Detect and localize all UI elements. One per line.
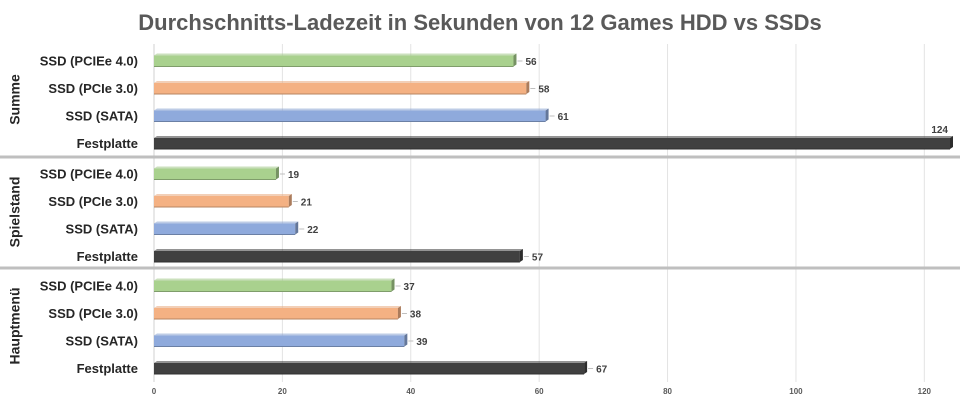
category-label: SSD (PCIEe 4.0)	[40, 279, 138, 294]
bar	[154, 83, 527, 94]
data-label: 58	[538, 85, 550, 96]
group-separators	[0, 155, 960, 270]
chart-title: Durchschnitts-Ladezeit in Sekunden von 1…	[138, 10, 821, 35]
bar-top-face	[154, 53, 517, 56]
category-label: Festplatte	[77, 136, 138, 151]
bar	[154, 110, 546, 122]
bar-end-face	[513, 53, 517, 67]
bar-end-face	[275, 166, 279, 180]
bar	[154, 251, 520, 262]
bar-top-face	[154, 81, 530, 83]
x-tick-label: 40	[406, 387, 415, 396]
bar-top-face	[154, 136, 953, 138]
data-label: 38	[410, 310, 422, 321]
data-label: 67	[596, 365, 608, 376]
bar	[154, 196, 289, 207]
bar	[154, 168, 276, 180]
bars	[154, 53, 953, 375]
bar-top-face	[154, 108, 549, 111]
bar-top-face	[154, 166, 279, 169]
x-axis-ticks: 0 20 40 60 80 100 120	[152, 387, 932, 396]
data-label: 21	[301, 198, 313, 209]
x-tick-label: 60	[535, 387, 544, 396]
category-label: Festplatte	[77, 361, 138, 376]
category-label: SSD (PCIEe 4.0)	[40, 167, 138, 182]
x-tick-label: 80	[663, 387, 672, 396]
data-label: 124	[931, 125, 948, 136]
data-label: 39	[416, 337, 428, 348]
x-tick-label: 20	[278, 387, 287, 396]
bar-top-face	[154, 194, 292, 196]
x-tick-label: 100	[789, 387, 803, 396]
data-label: 56	[525, 57, 537, 68]
x-tick-label: 0	[152, 387, 157, 396]
bar-end-face	[526, 81, 530, 94]
bar	[154, 138, 950, 149]
bar-end-face	[584, 361, 588, 374]
bar-top-face	[154, 278, 395, 281]
bar-end-face	[519, 249, 523, 262]
category-label: SSD (PCIe 3.0)	[48, 306, 138, 321]
bar-end-face	[295, 221, 299, 235]
bar-end-face	[950, 136, 953, 149]
bar-end-face	[545, 108, 549, 122]
bar-top-face	[154, 221, 299, 224]
data-label: 37	[404, 282, 416, 293]
category-label: SSD (PCIEe 4.0)	[40, 54, 138, 69]
bar-end-face	[397, 306, 401, 319]
category-labels: Summe SSD (PCIEe 4.0) 56 SSD (PCIe 3.0) 58 SS…	[7, 54, 949, 377]
gridlines	[153, 44, 925, 382]
bar	[154, 280, 392, 292]
data-label: 22	[307, 225, 319, 236]
data-label: 19	[288, 170, 300, 181]
group-label: Spielstand	[7, 177, 23, 248]
bar-end-face	[391, 278, 395, 292]
bar-top-face	[154, 306, 401, 308]
bar	[154, 55, 514, 67]
bar	[154, 363, 585, 374]
bar-top-face	[154, 333, 408, 336]
category-label: SSD (SATA)	[66, 222, 138, 237]
bar-end-face	[288, 194, 292, 207]
bar-top-face	[154, 361, 588, 363]
group-label: Summe	[7, 74, 23, 125]
bar-top-face	[154, 249, 523, 251]
bar	[154, 308, 398, 319]
bar	[154, 223, 296, 235]
category-label: Festplatte	[77, 249, 138, 264]
group-label: Hauptmenü	[7, 288, 23, 365]
category-label: SSD (PCIe 3.0)	[48, 81, 138, 96]
bar-end-face	[404, 333, 408, 347]
data-label: 57	[532, 253, 544, 264]
data-label: 61	[558, 112, 570, 123]
category-label: SSD (PCIe 3.0)	[48, 194, 138, 209]
bar	[154, 335, 405, 347]
category-label: SSD (SATA)	[66, 334, 138, 349]
x-tick-label: 120	[918, 387, 932, 396]
category-label: SSD (SATA)	[66, 109, 138, 124]
